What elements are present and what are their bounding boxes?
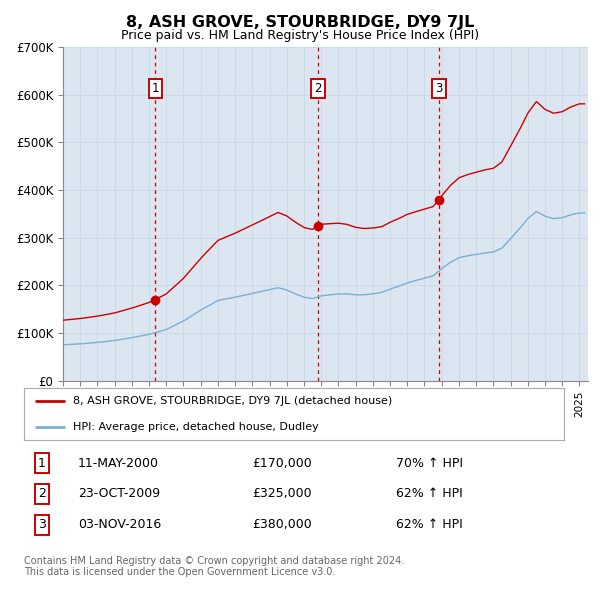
Text: 2: 2 <box>38 487 46 500</box>
Text: 62% ↑ HPI: 62% ↑ HPI <box>396 518 463 531</box>
Text: 2: 2 <box>314 83 322 96</box>
Text: 8, ASH GROVE, STOURBRIDGE, DY9 7JL (detached house): 8, ASH GROVE, STOURBRIDGE, DY9 7JL (deta… <box>73 396 392 405</box>
Text: 23-OCT-2009: 23-OCT-2009 <box>78 487 160 500</box>
Text: 8, ASH GROVE, STOURBRIDGE, DY9 7JL: 8, ASH GROVE, STOURBRIDGE, DY9 7JL <box>126 15 474 30</box>
Text: Contains HM Land Registry data © Crown copyright and database right 2024.
This d: Contains HM Land Registry data © Crown c… <box>24 556 404 578</box>
Text: 1: 1 <box>38 457 46 470</box>
Text: 1: 1 <box>152 83 159 96</box>
Text: Price paid vs. HM Land Registry's House Price Index (HPI): Price paid vs. HM Land Registry's House … <box>121 30 479 42</box>
Text: HPI: Average price, detached house, Dudley: HPI: Average price, detached house, Dudl… <box>73 422 319 431</box>
Text: 70% ↑ HPI: 70% ↑ HPI <box>396 457 463 470</box>
Text: 11-MAY-2000: 11-MAY-2000 <box>78 457 159 470</box>
Text: 62% ↑ HPI: 62% ↑ HPI <box>396 487 463 500</box>
Text: 03-NOV-2016: 03-NOV-2016 <box>78 518 161 531</box>
Text: 3: 3 <box>38 518 46 531</box>
Text: £380,000: £380,000 <box>252 518 312 531</box>
Text: £325,000: £325,000 <box>252 487 311 500</box>
Text: £170,000: £170,000 <box>252 457 312 470</box>
Text: 3: 3 <box>435 83 443 96</box>
